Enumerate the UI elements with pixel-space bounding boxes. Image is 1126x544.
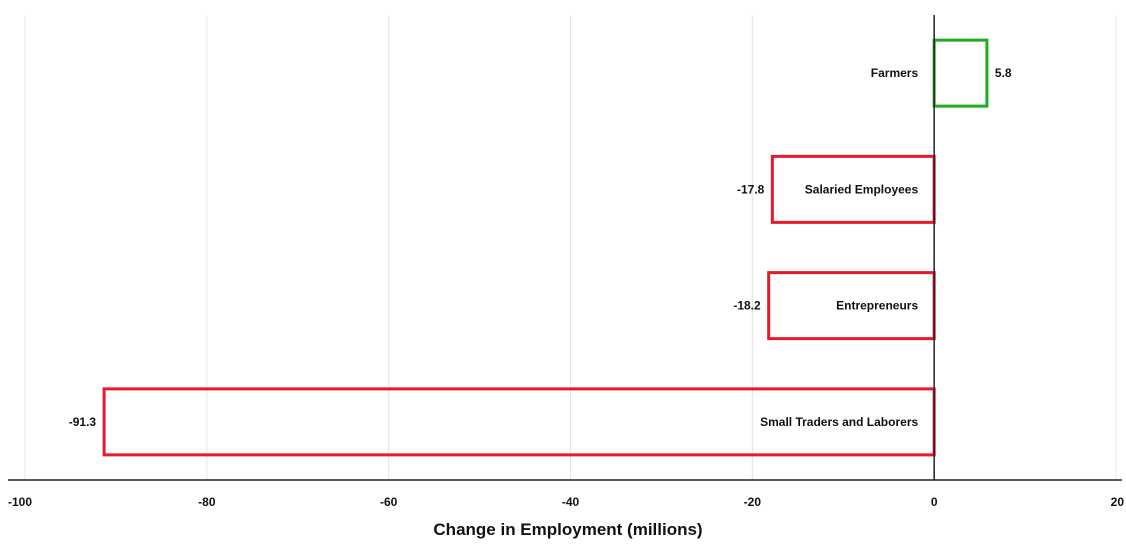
grid-lines [24,15,1117,480]
x-tick-label: -80 [198,495,216,509]
x-axis-title: Change in Employment (millions) [433,520,702,539]
x-tick-label: 0 [931,495,938,509]
x-tick-label: 20 [1111,495,1125,509]
value-label-small-traders-and-laborers: -91.3 [69,415,97,429]
x-tick-label: -60 [380,495,398,509]
bars [102,38,989,457]
category-label-small-traders-and-laborers: Small Traders and Laborers [760,415,918,429]
value-labels: 5.8 -17.8 -18.2 -91.3 [69,66,1012,429]
x-tick-label: -100 [8,495,32,509]
x-tick-labels: -100 -80 -60 -40 -20 0 20 [8,495,1124,509]
category-label-salaried-employees: Salaried Employees [805,182,919,196]
bar-farmers [932,38,989,108]
category-label-entrepreneurs: Entrepreneurs [836,299,918,313]
value-label-salaried-employees: -17.8 [737,182,765,196]
category-labels: Farmers Salaried Employees Entrepreneurs Sm… [760,66,918,429]
x-tick-label: -20 [744,495,762,509]
value-label-entrepreneurs: -18.2 [733,299,761,313]
x-tick-label: -40 [562,495,580,509]
category-label-farmers: Farmers [871,66,919,80]
value-label-farmers: 5.8 [995,66,1012,80]
axes [8,15,1122,481]
